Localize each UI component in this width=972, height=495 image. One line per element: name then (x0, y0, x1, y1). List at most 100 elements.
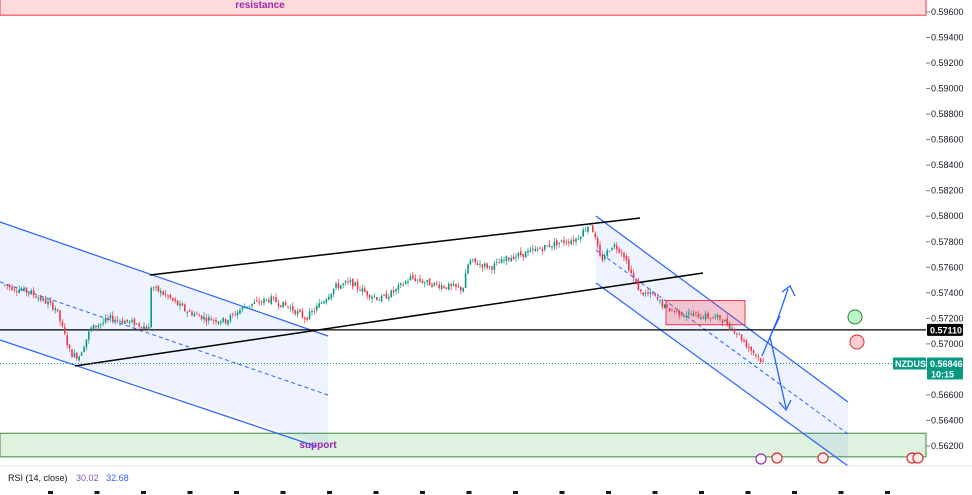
candle (659, 300, 661, 302)
us-flag-event-icon[interactable] (771, 452, 783, 464)
candle (618, 248, 620, 253)
candle (673, 310, 676, 312)
candle (56, 309, 59, 311)
candle (186, 312, 188, 313)
price-tick-label: 0.58400 (931, 160, 964, 170)
candle (270, 296, 272, 304)
arrow-down-path-2 (769, 336, 787, 409)
down-channel-left-lower[interactable] (0, 339, 316, 447)
candle (383, 294, 385, 296)
candle (474, 258, 476, 263)
us-flag-event-icon-4[interactable] (912, 452, 924, 464)
price-tick-label: 0.57000 (931, 339, 964, 349)
candle (196, 313, 198, 315)
price-axis[interactable]: 0.59600 0.59400 0.59200 0.59000 0.58800 0.586… (926, 7, 964, 451)
candle (49, 300, 52, 303)
candle (409, 276, 412, 281)
price-tick-label: 0.56600 (931, 390, 964, 400)
candle (280, 305, 282, 307)
candle (121, 320, 124, 323)
us-flag-event-icon-2[interactable] (817, 452, 829, 464)
candle (368, 295, 371, 298)
candle (140, 326, 143, 329)
candle (97, 325, 100, 328)
candle (330, 293, 332, 299)
candle (589, 224, 592, 226)
candle (28, 293, 30, 294)
rising-channel-upper[interactable] (149, 217, 641, 276)
down-channel-right[interactable] (595, 215, 849, 467)
candle (620, 252, 623, 254)
candle (556, 240, 558, 246)
down-channel-right-upper[interactable] (595, 215, 849, 403)
candle (263, 299, 265, 304)
candle (162, 291, 164, 295)
candle (455, 283, 457, 287)
candle (25, 287, 28, 293)
candle (198, 315, 200, 317)
candle (649, 292, 652, 294)
candle (534, 248, 536, 252)
candle (42, 298, 44, 301)
green-circle-icon[interactable] (847, 309, 863, 325)
candle (200, 315, 203, 320)
candle (325, 299, 328, 303)
candle (414, 277, 416, 282)
candle (757, 356, 760, 358)
rising-channel[interactable] (74, 217, 704, 367)
candle (107, 318, 109, 319)
candle (484, 263, 486, 267)
candle (709, 317, 712, 319)
candle (301, 311, 304, 318)
candle (16, 291, 18, 293)
candle (508, 257, 510, 260)
candle (524, 251, 527, 258)
candle (282, 301, 284, 308)
price-tick-label: 0.57600 (931, 262, 964, 272)
lightning-event-icon[interactable] (755, 453, 767, 465)
candle (685, 315, 688, 317)
candle (560, 240, 563, 242)
candle (88, 331, 90, 340)
candle (167, 295, 169, 297)
down-channel-left-upper[interactable] (0, 221, 329, 337)
candle (6, 284, 8, 286)
candle (752, 350, 755, 354)
resistance-label: resistance (235, 0, 285, 11)
candle (503, 260, 505, 261)
time-tick (327, 491, 332, 494)
candle (714, 316, 716, 318)
red-circle-icon[interactable] (849, 334, 865, 350)
candle (47, 301, 49, 305)
price-tick-label: 0.59200 (931, 58, 964, 68)
candle (402, 284, 404, 286)
time-tick (280, 491, 286, 494)
candle (145, 326, 148, 330)
candle (426, 280, 428, 283)
candle (496, 261, 498, 263)
candle (493, 263, 496, 270)
event-icons[interactable] (755, 452, 924, 465)
candle (678, 310, 680, 316)
candle (397, 285, 400, 290)
candle (378, 299, 380, 301)
candle (688, 312, 690, 314)
candle (164, 293, 167, 295)
rising-channel-lower[interactable] (74, 272, 704, 367)
candle (332, 288, 335, 295)
candle (284, 302, 287, 306)
candle (289, 307, 292, 309)
down-channel-left[interactable] (0, 221, 329, 447)
candle (424, 282, 426, 284)
candle (743, 339, 745, 342)
candle (572, 239, 575, 242)
candle (738, 334, 740, 335)
candle (460, 286, 462, 291)
arrow-down-head (778, 399, 792, 412)
down-channel-right-lower[interactable] (595, 282, 849, 467)
candle (138, 323, 140, 327)
candle (436, 283, 438, 285)
candle (745, 340, 748, 347)
candle (152, 287, 155, 289)
